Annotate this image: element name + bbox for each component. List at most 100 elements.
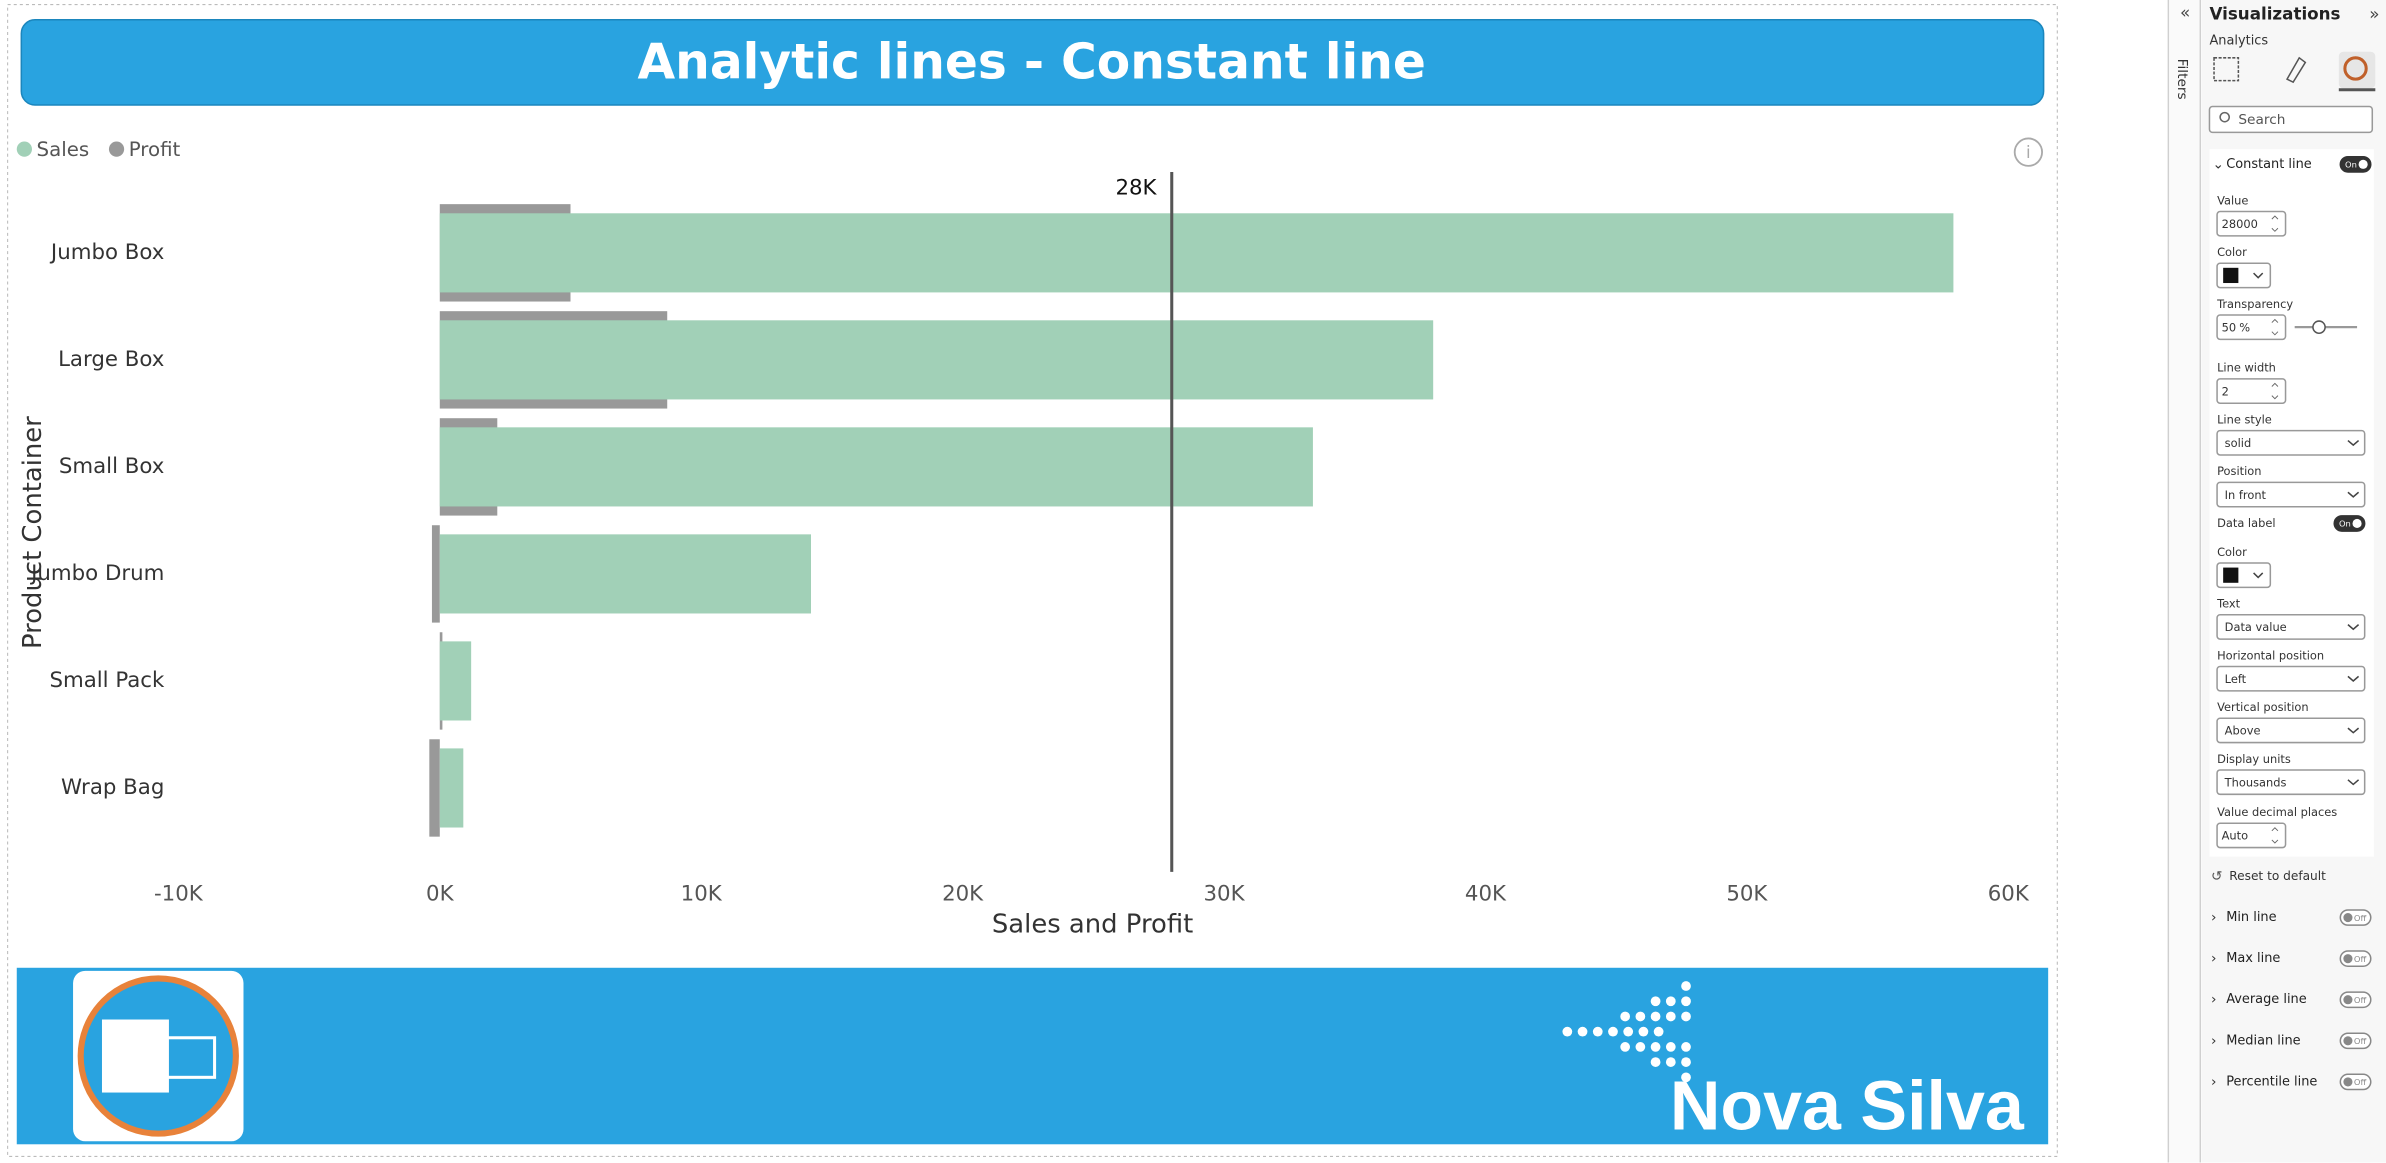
toggle-label: Off xyxy=(2354,1077,2367,1087)
reset-link[interactable]: Reset to default xyxy=(2229,869,2326,883)
spinner xyxy=(2271,827,2279,844)
brand-dot xyxy=(1681,981,1691,991)
logo-shape xyxy=(103,1036,217,1079)
brand-dot xyxy=(1608,1026,1618,1037)
section-title[interactable]: Min line xyxy=(2226,910,2276,925)
logo-shape xyxy=(101,1019,169,1093)
chevron: › xyxy=(2211,992,2216,1008)
dropdown[interactable] xyxy=(2216,613,2366,640)
bar xyxy=(439,641,472,721)
report-border xyxy=(7,4,2058,1157)
brand-dot xyxy=(1620,1042,1631,1052)
field-label: Horizontal position xyxy=(2217,648,2324,662)
field-label: Display units xyxy=(2217,752,2291,766)
panel-tab: Analytics xyxy=(2209,34,2268,49)
toggle-knob xyxy=(2358,159,2368,169)
dropdown[interactable] xyxy=(2216,769,2366,796)
color-swatch xyxy=(2223,267,2239,284)
toggle-label: On xyxy=(2339,519,2351,529)
bar xyxy=(439,534,811,614)
number-input[interactable] xyxy=(2216,314,2287,341)
dropdown[interactable] xyxy=(2216,429,2366,456)
bar xyxy=(439,320,1434,400)
field-label: Line style xyxy=(2217,412,2272,426)
fields-icon[interactable] xyxy=(2213,57,2240,82)
chevron: › xyxy=(2211,1074,2216,1090)
number-input[interactable] xyxy=(2216,378,2287,404)
input-value: 50 xyxy=(2222,320,2237,334)
expand-icon[interactable]: » xyxy=(2369,4,2379,24)
brand-dots xyxy=(1562,981,1691,1083)
number-input[interactable] xyxy=(2216,822,2287,849)
number-input[interactable] xyxy=(2216,210,2287,237)
brand-dot xyxy=(1665,1042,1676,1052)
chevron: › xyxy=(2211,951,2216,967)
x-tick-label: 50K xyxy=(1726,882,1768,907)
dropdown[interactable] xyxy=(2216,481,2366,508)
field-label: Color xyxy=(2217,545,2247,559)
analytics-icon[interactable] xyxy=(2343,56,2368,81)
section-title[interactable]: Percentile line xyxy=(2226,1074,2317,1089)
brand-dot xyxy=(1638,1026,1649,1037)
filters-strip xyxy=(2169,0,2201,1163)
field-label: Color xyxy=(2217,245,2247,259)
bar xyxy=(439,213,1954,293)
legend-swatch xyxy=(108,141,125,157)
field-label: Position xyxy=(2217,464,2261,478)
section-title[interactable]: Median line xyxy=(2226,1033,2300,1048)
brand-dot xyxy=(1577,1026,1588,1037)
x-tick-label: 40K xyxy=(1465,882,1507,907)
field-label: Text xyxy=(2216,597,2241,611)
section-title[interactable]: Max line xyxy=(2226,951,2280,966)
dropdown-arrow xyxy=(2347,779,2360,786)
info-icon-glyph: i xyxy=(2026,142,2031,162)
toggle-knob xyxy=(2343,995,2353,1005)
field-label: Data label xyxy=(2217,516,2275,530)
y-tick-label: Small Box xyxy=(59,454,165,479)
dropdown[interactable] xyxy=(2216,717,2366,744)
chevron: › xyxy=(2211,1033,2216,1049)
spinner xyxy=(2271,318,2279,336)
format-icon[interactable] xyxy=(2286,56,2307,84)
section-title[interactable]: Average line xyxy=(2226,992,2307,1007)
brand-dot xyxy=(1592,1026,1603,1037)
filters-label[interactable]: Filters xyxy=(2174,59,2190,100)
y-tick-label: Large Box xyxy=(58,347,164,372)
field-label: Transparency xyxy=(2216,297,2293,311)
info-icon[interactable] xyxy=(2013,137,2043,167)
toggle-label: On xyxy=(2345,160,2357,170)
dropdown-arrow xyxy=(2347,491,2360,498)
field-label: Line width xyxy=(2217,361,2276,375)
search-placeholder: Search xyxy=(2238,112,2285,128)
brand-dot xyxy=(1681,996,1691,1007)
input-unit: % xyxy=(2239,320,2250,334)
dropdown-arrow xyxy=(2253,572,2264,579)
x-tick-label: 10K xyxy=(681,882,723,907)
brand-dot xyxy=(1681,1057,1691,1067)
dropdown[interactable] xyxy=(2216,665,2366,692)
brand-dot xyxy=(1635,1042,1646,1052)
brand-dot xyxy=(1681,1042,1691,1052)
x-tick-label: 0K xyxy=(426,882,455,907)
collapse-icon[interactable]: « xyxy=(2180,2,2190,22)
search-icon xyxy=(2219,111,2231,123)
toggle-label: Off xyxy=(2354,913,2367,923)
reset-icon: ↺ xyxy=(2211,868,2222,884)
legend-label: Profit xyxy=(129,138,181,161)
brand-dot xyxy=(1665,996,1676,1007)
title-banner xyxy=(20,19,2045,106)
constant-line-label: 28K xyxy=(1115,176,1157,201)
slider-thumb[interactable] xyxy=(2312,320,2326,335)
x-axis-title: Sales and Profit xyxy=(992,910,1193,940)
brand-dot xyxy=(1650,1011,1661,1022)
bar xyxy=(439,748,464,828)
y-tick-label: Jumbo Box xyxy=(49,240,164,265)
search-box[interactable] xyxy=(2208,105,2374,134)
toggle-knob xyxy=(2352,518,2362,529)
field-label: Vertical position xyxy=(2217,700,2309,714)
dropdown-arrow xyxy=(2347,439,2360,447)
dropdown-value: Left xyxy=(2225,672,2247,686)
field-label: Value xyxy=(2217,193,2248,207)
brand-dot xyxy=(1681,1011,1691,1022)
section-title[interactable]: Constant line xyxy=(2226,157,2312,172)
